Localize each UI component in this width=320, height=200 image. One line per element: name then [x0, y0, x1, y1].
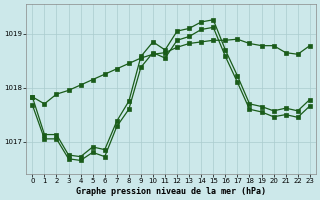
X-axis label: Graphe pression niveau de la mer (hPa): Graphe pression niveau de la mer (hPa) — [76, 187, 266, 196]
